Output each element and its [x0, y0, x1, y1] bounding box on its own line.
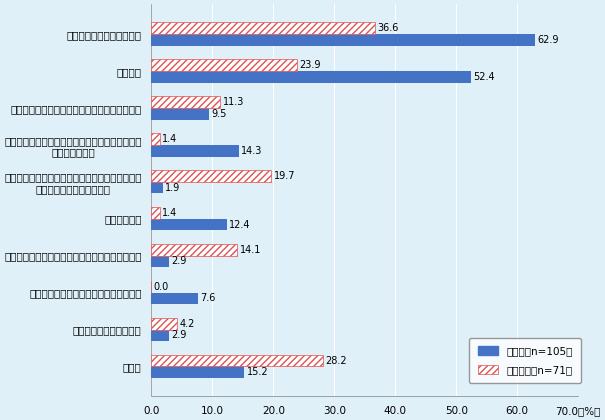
Text: 1.4: 1.4	[162, 208, 178, 218]
Bar	[151, 182, 163, 194]
Bar	[151, 22, 374, 34]
Text: 4.2: 4.2	[180, 319, 195, 328]
Bar	[151, 318, 177, 330]
Text: 7.6: 7.6	[200, 294, 215, 304]
Bar	[151, 108, 209, 120]
Text: 1.4: 1.4	[162, 134, 178, 144]
Text: 2.9: 2.9	[171, 331, 187, 341]
Text: 19.7: 19.7	[274, 171, 295, 181]
Bar	[151, 256, 169, 268]
Text: 11.3: 11.3	[223, 97, 244, 107]
Text: 9.5: 9.5	[212, 109, 227, 118]
Bar	[151, 207, 160, 219]
Bar	[151, 219, 227, 231]
Text: 14.1: 14.1	[240, 245, 261, 255]
Text: 52.4: 52.4	[473, 72, 495, 81]
Bar	[151, 34, 535, 46]
Bar	[151, 354, 323, 367]
Bar	[151, 170, 272, 182]
Bar	[151, 330, 169, 341]
Text: 15.2: 15.2	[246, 368, 268, 378]
Bar	[151, 367, 244, 378]
Text: 2.9: 2.9	[171, 257, 187, 267]
Text: 14.3: 14.3	[241, 146, 263, 155]
Text: 23.9: 23.9	[299, 60, 321, 70]
Bar	[151, 59, 297, 71]
Text: 12.4: 12.4	[229, 220, 251, 230]
Legend: 製造業（n=105）, 非製造業（n=71）: 製造業（n=105）, 非製造業（n=71）	[469, 338, 581, 383]
Text: 1.9: 1.9	[165, 183, 181, 193]
Bar	[151, 71, 471, 83]
Text: 28.2: 28.2	[325, 356, 347, 365]
Text: 36.6: 36.6	[377, 23, 398, 33]
Bar	[151, 293, 198, 304]
Bar	[151, 244, 237, 256]
Text: 62.9: 62.9	[537, 35, 559, 45]
Text: 0.0: 0.0	[154, 282, 169, 291]
Bar	[151, 133, 160, 145]
Bar	[151, 96, 220, 108]
Bar	[151, 145, 238, 157]
